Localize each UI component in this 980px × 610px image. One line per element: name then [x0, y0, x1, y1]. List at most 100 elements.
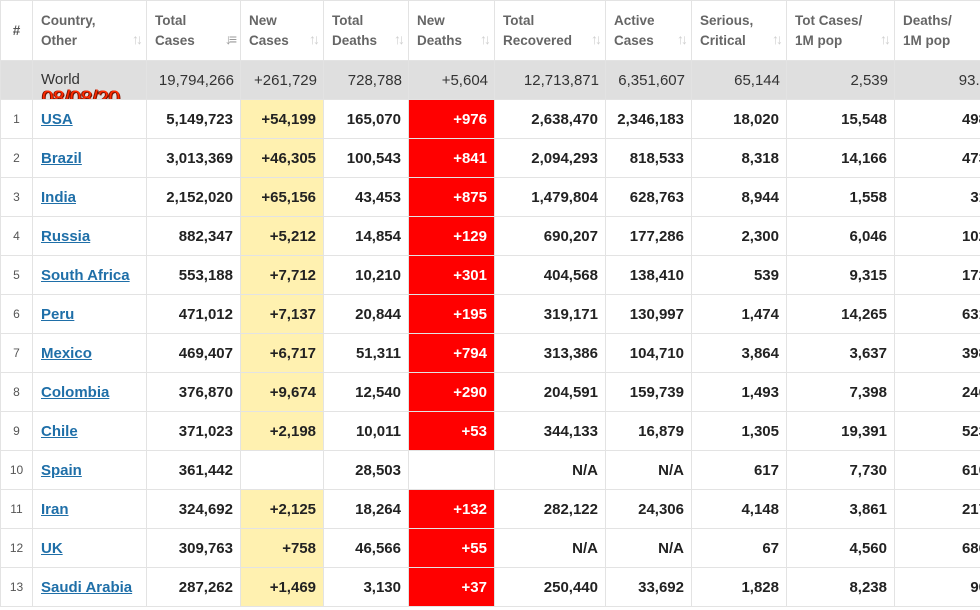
- column-header-index[interactable]: #: [0, 0, 33, 61]
- new-deaths-cell: [408, 450, 495, 490]
- total-recovered-cell: 2,094,293: [494, 138, 606, 178]
- deaths-per-1m-cell: 102: [894, 216, 980, 256]
- active-cases-cell: N/A: [605, 450, 692, 490]
- serious-critical-cell: 67: [691, 528, 787, 568]
- column-header-deaths-per-1m[interactable]: Deaths/1M pop ↑↓: [894, 0, 980, 61]
- column-header-new-cases[interactable]: New Cases ↑↓: [240, 0, 324, 61]
- country-link[interactable]: USA: [41, 110, 73, 128]
- deaths-per-1m-cell: 90: [894, 567, 980, 607]
- new-cases-cell: +65,156: [240, 177, 324, 217]
- new-deaths-cell: +55: [408, 528, 495, 568]
- world-label: World: [41, 71, 80, 88]
- total-recovered-cell: 282,122: [494, 489, 606, 529]
- country-cell: Colombia: [32, 372, 147, 412]
- table-row: 8 Colombia 376,870 +9,674 12,540 +290 204,591 1…: [0, 372, 980, 412]
- table-row: 5 South Africa 553,188 +7,712 10,210 +301 404,…: [0, 255, 980, 295]
- new-cases-cell: [240, 450, 324, 490]
- sort-arrows-icon[interactable]: ↑↓: [132, 31, 143, 47]
- total-cases-cell: 3,013,369: [146, 138, 241, 178]
- deaths-per-1m-cell: 31: [894, 177, 980, 217]
- new-cases-cell: +758: [240, 528, 324, 568]
- total-recovered-cell: 313,386: [494, 333, 606, 373]
- total-deaths-cell: 12,540: [323, 372, 409, 412]
- country-link[interactable]: Russia: [41, 227, 91, 245]
- country-link[interactable]: Mexico: [41, 344, 92, 362]
- column-header-country[interactable]: Country, Other ↑↓: [32, 0, 147, 61]
- total-deaths-cell: 3,130: [323, 567, 409, 607]
- table-row: 9 Chile 371,023 +2,198 10,011 +53 344,133 16,87…: [0, 411, 980, 451]
- active-cases-cell: 104,710: [605, 333, 692, 373]
- sort-arrows-icon[interactable]: ↑↓: [880, 31, 891, 47]
- sort-arrows-icon[interactable]: ↑↓: [480, 31, 491, 47]
- total-cases-cell: 361,442: [146, 450, 241, 490]
- column-header-active-cases[interactable]: Active Cases ↑↓: [605, 0, 692, 61]
- total-recovered-cell: 690,207: [494, 216, 606, 256]
- total-deaths-cell: 10,011: [323, 411, 409, 451]
- country-link[interactable]: UK: [41, 539, 63, 557]
- country-link[interactable]: Peru: [41, 305, 75, 323]
- table-row: 4 Russia 882,347 +5,212 14,854 +129 690,207 177…: [0, 216, 980, 256]
- total-cases-cell: 324,692: [146, 489, 241, 529]
- serious-critical-cell: 4,148: [691, 489, 787, 529]
- active-cases-cell: 2,346,183: [605, 99, 692, 139]
- deaths-per-1m-cell: 686: [894, 528, 980, 568]
- country-link[interactable]: Iran: [41, 500, 69, 518]
- new-deaths-cell: +875: [408, 177, 495, 217]
- country-link[interactable]: India: [41, 188, 77, 206]
- country-link[interactable]: Brazil: [41, 149, 82, 167]
- sort-descending-icon[interactable]: ↓≡: [224, 31, 237, 47]
- serious-critical-cell: 1,828: [691, 567, 787, 607]
- deaths-per-1m-cell: 631: [894, 294, 980, 334]
- new-cases-cell: +2,198: [240, 411, 324, 451]
- country-link[interactable]: Spain: [41, 461, 82, 479]
- world-new-deaths: +5,604: [408, 60, 495, 100]
- country-link[interactable]: Colombia: [41, 383, 110, 401]
- country-cell: South Africa: [32, 255, 147, 295]
- total-deaths-cell: 14,854: [323, 216, 409, 256]
- new-deaths-cell: +794: [408, 333, 495, 373]
- total-cases-cell: 5,149,723: [146, 99, 241, 139]
- serious-critical-cell: 3,864: [691, 333, 787, 373]
- serious-critical-cell: 18,020: [691, 99, 787, 139]
- row-index-cell: 4: [0, 216, 33, 256]
- sort-arrows-icon[interactable]: ↑↓: [394, 31, 405, 47]
- row-index-cell: 3: [0, 177, 33, 217]
- total-cases-cell: 2,152,020: [146, 177, 241, 217]
- column-header-cases-per-1m[interactable]: Tot Cases/1M pop ↑↓: [786, 0, 895, 61]
- world-active-cases: 6,351,607: [605, 60, 692, 100]
- total-cases-cell: 376,870: [146, 372, 241, 412]
- column-header-serious-critical[interactable]: Serious, Critical ↑↓: [691, 0, 787, 61]
- column-header-total-deaths[interactable]: Total Deaths ↑↓: [323, 0, 409, 61]
- deaths-per-1m-cell: 398: [894, 333, 980, 373]
- column-header-total-cases[interactable]: Total Cases ↓≡: [146, 0, 241, 61]
- country-cell: Chile: [32, 411, 147, 451]
- cases-per-1m-cell: 7,398: [786, 372, 895, 412]
- sort-arrows-icon[interactable]: ↑↓: [772, 31, 783, 47]
- cases-per-1m-cell: 19,391: [786, 411, 895, 451]
- column-header-new-deaths[interactable]: New Deaths ↑↓: [408, 0, 495, 61]
- sort-arrows-icon[interactable]: ↑↓: [677, 31, 688, 47]
- country-cell: Russia: [32, 216, 147, 256]
- sort-arrows-icon[interactable]: ↑↓: [309, 31, 320, 47]
- total-deaths-cell: 165,070: [323, 99, 409, 139]
- row-index-cell: 13: [0, 567, 33, 607]
- country-link[interactable]: South Africa: [41, 266, 130, 284]
- world-total-deaths: 728,788: [323, 60, 409, 100]
- row-index-cell: 1: [0, 99, 33, 139]
- serious-critical-cell: 1,493: [691, 372, 787, 412]
- new-cases-cell: +2,125: [240, 489, 324, 529]
- country-link[interactable]: Saudi Arabia: [41, 578, 133, 596]
- column-header-total-recovered[interactable]: Total Recovered ↑↓: [494, 0, 606, 61]
- sort-arrows-icon[interactable]: ↑↓: [591, 31, 602, 47]
- new-cases-cell: +5,212: [240, 216, 324, 256]
- total-cases-cell: 471,012: [146, 294, 241, 334]
- header-row: # Country, Other ↑↓ Total Cases ↓≡ New Case…: [0, 0, 980, 61]
- country-cell: USA: [32, 99, 147, 139]
- serious-critical-cell: 539: [691, 255, 787, 295]
- cases-per-1m-cell: 6,046: [786, 216, 895, 256]
- new-deaths-cell: +129: [408, 216, 495, 256]
- deaths-per-1m-cell: 473: [894, 138, 980, 178]
- country-link[interactable]: Chile: [41, 422, 78, 440]
- world-index-cell: [0, 60, 33, 100]
